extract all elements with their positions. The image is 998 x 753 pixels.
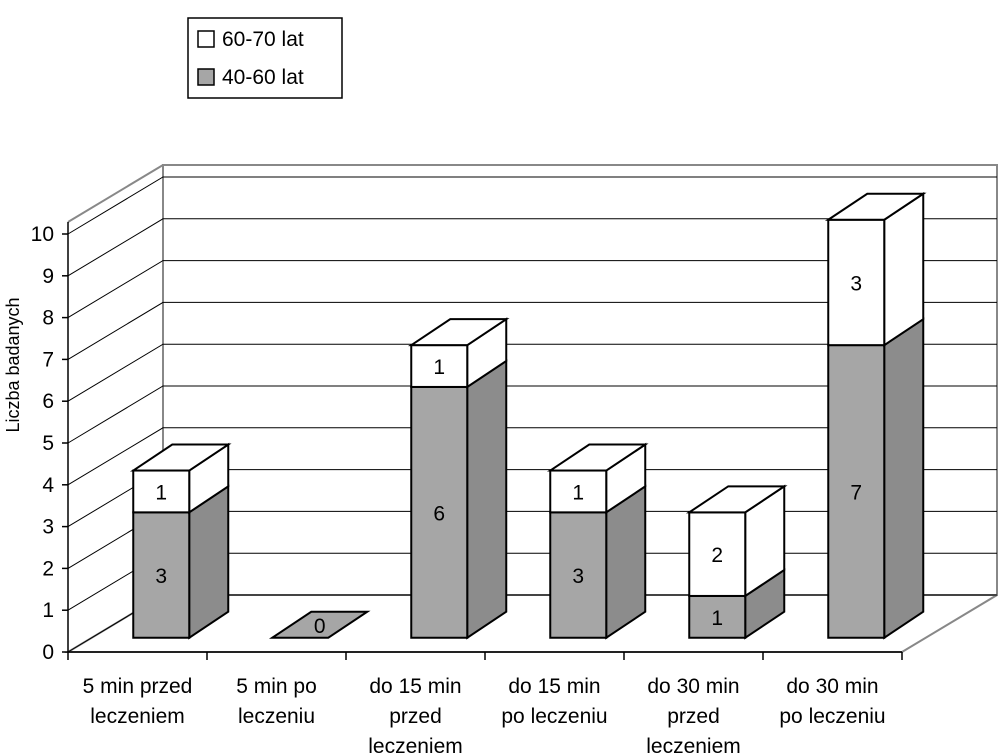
bar-value-label: 6 <box>433 502 445 525</box>
y-tick-label: 8 <box>42 307 54 330</box>
bar-segment <box>688 511 747 597</box>
bars: 3 1 0 6 1 3 1 1 2 7 3 <box>129 191 927 640</box>
legend: 60-70 lat 40-60 lat <box>187 17 343 99</box>
gridline <box>67 427 997 486</box>
y-tick-label: 0 <box>42 641 54 664</box>
bar-segment <box>827 344 886 639</box>
bar-top <box>546 443 649 472</box>
bar-value-label: 3 <box>850 272 862 295</box>
legend-label-40-60: 40-60 lat <box>222 66 304 89</box>
x-axis: 5 min przed leczeniem 5 min po leczeniu do 1… <box>67 651 903 753</box>
bar-top <box>129 443 232 472</box>
y-tick-label: 10 <box>31 223 54 246</box>
y-tick-label: 4 <box>42 474 54 497</box>
gridline <box>67 260 997 319</box>
gridline <box>67 218 997 277</box>
x-category-label: 5 min przed <box>83 675 193 698</box>
x-category-label: do 15 min <box>508 675 600 698</box>
bar-value-label: 1 <box>155 481 167 504</box>
bar-flat-top <box>268 610 371 639</box>
bar-value-label: 3 <box>155 565 167 588</box>
bar-value-label: 1 <box>433 356 445 379</box>
gridline <box>67 176 997 235</box>
y-tick-label: 9 <box>42 265 54 288</box>
bar-value-label: 2 <box>711 544 723 567</box>
y-axis: 0 1 2 3 4 5 6 7 8 9 10 <box>31 222 69 664</box>
bar-top <box>407 318 510 347</box>
bar-value-label: 1 <box>711 607 723 630</box>
x-category-label: leczeniem <box>368 735 463 753</box>
gridline <box>67 343 997 402</box>
bar-top <box>685 485 788 514</box>
x-category-label: przed <box>389 705 442 728</box>
x-category-label: do 30 min <box>647 675 739 698</box>
bar-value-label: 0 <box>314 615 326 638</box>
x-category-label: do 15 min <box>369 675 461 698</box>
grid-lines <box>67 176 997 653</box>
x-category-label: przed <box>667 705 720 728</box>
x-category-label: po leczeniu <box>779 705 885 728</box>
bar-top <box>824 192 927 221</box>
legend-swatch-60-70 <box>197 30 215 48</box>
bar-segment <box>549 469 608 514</box>
y-tick-label: 6 <box>42 390 54 413</box>
y-tick-label: 2 <box>42 557 54 580</box>
gridline <box>67 385 997 444</box>
x-category-label: leczeniu <box>238 705 315 728</box>
y-tick-label: 3 <box>42 516 54 539</box>
legend-label-60-70: 60-70 lat <box>222 28 304 51</box>
bar-value-label: 7 <box>850 481 862 504</box>
bar-segment <box>410 385 469 639</box>
y-tick-label: 7 <box>42 348 54 371</box>
bar-value-label: 3 <box>572 565 584 588</box>
bar-segment <box>132 511 191 639</box>
bar-side <box>466 359 508 640</box>
y-axis-label: Liczba badanych <box>3 297 23 432</box>
bar-segment <box>549 511 608 639</box>
bar-segment <box>688 594 747 639</box>
wall-top-edge <box>67 164 164 223</box>
x-category-label: po leczeniu <box>501 705 607 728</box>
bar-segment <box>410 344 469 388</box>
bar-side <box>883 317 925 640</box>
x-category-label: 5 min po <box>236 675 317 698</box>
x-category-label: do 30 min <box>786 675 878 698</box>
x-category-label: leczeniem <box>646 735 741 753</box>
bar-value-label: 1 <box>572 481 584 504</box>
x-category-label: leczeniem <box>90 705 185 728</box>
legend-swatch-40-60 <box>197 68 215 86</box>
y-tick-label: 5 <box>42 432 54 455</box>
y-tick-label: 1 <box>42 599 54 622</box>
gridline <box>67 301 997 360</box>
